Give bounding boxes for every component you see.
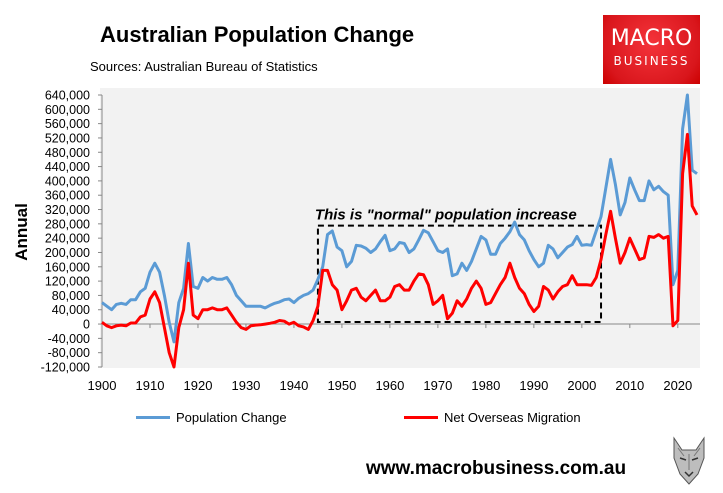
x-tick-label: 1960 [375, 378, 404, 393]
legend: Population Change Net Overseas Migration [0, 410, 723, 430]
y-tick-label: 640,000 [45, 89, 90, 103]
x-tick-label: 1950 [327, 378, 356, 393]
x-tick-label: 1930 [231, 378, 260, 393]
y-tick-label: 400,000 [45, 174, 90, 188]
legend-item-population-change: Population Change [136, 410, 287, 425]
chart-subtitle: Sources: Australian Bureau of Statistics [90, 59, 318, 74]
y-tick-label: 280,000 [45, 217, 90, 231]
y-tick-label: 600,000 [45, 103, 90, 117]
y-tick-label: 120,000 [45, 275, 90, 289]
y-axis-label: Annual [12, 203, 31, 261]
x-tick-label: 1900 [88, 378, 117, 393]
website-url: www.macrobusiness.com.au [366, 458, 627, 479]
y-tick-label: -40,000 [48, 332, 90, 346]
x-tick-label: 2010 [615, 378, 644, 393]
wolf-head-logo [668, 434, 710, 486]
y-tick-label: 320,000 [45, 203, 90, 217]
y-tick-label: 560,000 [45, 117, 90, 131]
series-line-net-overseas-migration [101, 132, 699, 369]
x-tick-label: 1990 [519, 378, 548, 393]
line-chart: -120,000-80,000-40,000040,00080,000120,0… [12, 88, 700, 393]
y-tick-label: 480,000 [45, 146, 90, 160]
legend-item-net-overseas-migration: Net Overseas Migration [404, 410, 581, 425]
series-group [101, 93, 699, 369]
logo-line1: MACRO [610, 26, 693, 51]
series-line-population-change [101, 93, 698, 344]
y-tick-label: 0 [83, 318, 90, 332]
x-tick-label: 2020 [663, 378, 692, 393]
y-tick-label: 440,000 [45, 160, 90, 174]
x-tick-label: 2000 [567, 378, 596, 393]
annotation-text: This is "normal" population increase [315, 207, 577, 224]
legend-swatch-blue [136, 416, 170, 419]
plot-area [100, 88, 700, 368]
chart-title: Australian Population Change [100, 22, 415, 47]
y-tick-label: 40,000 [52, 303, 90, 317]
y-tick-label: 360,000 [45, 189, 90, 203]
y-tick-label: 240,000 [45, 232, 90, 246]
x-tick-label: 1910 [136, 378, 165, 393]
y-tick-label: 200,000 [45, 246, 90, 260]
y-tick-label: -120,000 [41, 361, 90, 375]
x-tick-label: 1940 [279, 378, 308, 393]
x-tick-label: 1920 [184, 378, 213, 393]
y-tick-label: 520,000 [45, 131, 90, 145]
y-tick-label: 160,000 [45, 260, 90, 274]
macrobusiness-logo: MACRO BUSINESS [603, 15, 700, 84]
x-tick-label: 1980 [471, 378, 500, 393]
y-axis: -120,000-80,000-40,000040,00080,000120,0… [41, 89, 103, 375]
x-axis: 1900 1910 1920 1930 1940 1950 1960 1970 1980 1990… [88, 323, 700, 393]
legend-label: Net Overseas Migration [444, 410, 581, 425]
legend-label: Population Change [176, 410, 287, 425]
annotation-box [316, 224, 603, 324]
y-tick-label: 80,000 [52, 289, 90, 303]
legend-swatch-red [404, 416, 438, 419]
x-tick-label: 1970 [423, 378, 452, 393]
logo-line2: BUSINESS [613, 54, 690, 68]
y-tick-label: -80,000 [48, 346, 90, 360]
